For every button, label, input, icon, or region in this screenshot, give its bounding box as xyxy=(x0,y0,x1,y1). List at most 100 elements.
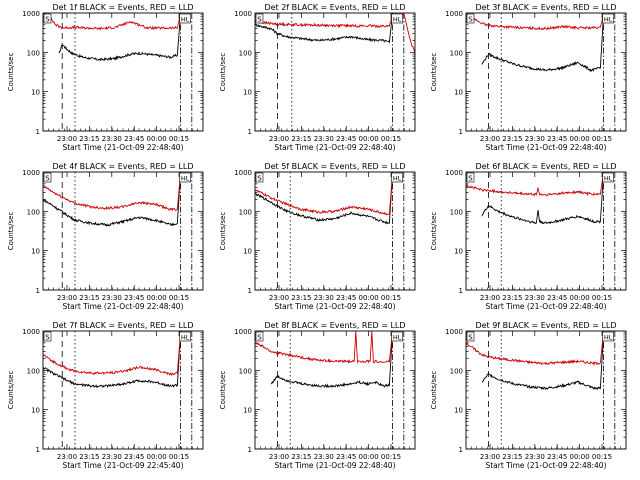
hl-marker: HL xyxy=(393,334,402,342)
x-axis-label: Start Time (21-Oct-09 22:48:40) xyxy=(485,302,606,311)
x-tick-label: 23:15 xyxy=(502,135,522,143)
hl-marker: HL xyxy=(181,175,190,183)
saa-marker-box xyxy=(43,331,52,342)
y-tick-label: 1 xyxy=(459,287,463,295)
y-tick-label: 10 xyxy=(243,407,252,415)
y-axis-label: Counts/sec xyxy=(219,371,227,410)
hl-marker-box xyxy=(391,331,403,342)
x-tick-label: 23:00 xyxy=(269,135,289,143)
y-tick-label: 1000 xyxy=(22,10,40,18)
x-tick-label: 00:00 xyxy=(570,135,590,143)
x-tick-label: 23:30 xyxy=(314,135,334,143)
x-tick-label: 23:45 xyxy=(124,294,144,302)
panel-title: Det 3f BLACK = Events, RED = LLD xyxy=(475,3,616,12)
y-tick-label: 1000 xyxy=(22,328,40,336)
y-tick-label: 1 xyxy=(248,446,252,454)
y-tick-label: 100 xyxy=(27,49,40,57)
x-tick-label: 23:00 xyxy=(57,135,77,143)
saa-marker: S xyxy=(45,175,50,183)
series-events xyxy=(255,172,394,225)
plot-frame xyxy=(465,330,627,450)
series-events xyxy=(481,13,605,73)
plot-frame xyxy=(42,12,204,132)
series-lld xyxy=(466,331,605,367)
series-events xyxy=(43,331,182,389)
x-tick-label: 23:00 xyxy=(57,453,77,461)
x-tick-label: 23:15 xyxy=(502,453,522,461)
series-lld xyxy=(255,172,394,216)
y-tick-label: 1 xyxy=(36,446,40,454)
x-tick-label: 23:15 xyxy=(291,294,311,302)
hl-marker-box xyxy=(179,13,191,24)
x-tick-label: 23:15 xyxy=(79,453,99,461)
series-lld xyxy=(255,331,394,365)
hl-marker: HL xyxy=(393,16,402,24)
x-tick-label: 00:15 xyxy=(169,453,189,461)
x-tick-label: 23:30 xyxy=(314,453,334,461)
y-tick-label: 1 xyxy=(36,287,40,295)
saa-marker: S xyxy=(468,175,473,183)
hl-marker-box xyxy=(391,13,403,24)
hl-marker-box xyxy=(602,331,614,342)
plot-frame xyxy=(254,12,416,132)
y-tick-label: 1000 xyxy=(22,169,40,177)
panel-det-9f: Det 9f BLACK = Events, RED = LLD Counts/s… xyxy=(430,321,627,470)
y-tick-label: 100 xyxy=(450,208,463,216)
saa-marker: S xyxy=(468,334,473,342)
series-events xyxy=(255,13,394,44)
saa-marker-box xyxy=(255,13,264,24)
series-events xyxy=(270,331,394,389)
y-axis-label: Counts/sec xyxy=(7,53,15,92)
saa-marker-box xyxy=(43,172,52,183)
hl-marker: HL xyxy=(604,175,613,183)
x-tick-label: 23:00 xyxy=(269,294,289,302)
panel-det-7f: Det 7f BLACK = Events, RED = LLD Counts/s… xyxy=(7,321,204,470)
hl-marker: HL xyxy=(393,175,402,183)
x-tick-label: 23:30 xyxy=(102,453,122,461)
saa-marker-box xyxy=(466,13,475,24)
x-tick-label: 00:15 xyxy=(381,453,401,461)
hl-marker-box xyxy=(602,13,614,24)
saa-marker: S xyxy=(468,16,473,24)
x-tick-label: 23:30 xyxy=(525,453,545,461)
x-tick-label: 23:45 xyxy=(547,453,567,461)
x-tick-label: 23:45 xyxy=(547,135,567,143)
x-tick-label: 00:00 xyxy=(570,294,590,302)
panel-det-6f: Det 6f BLACK = Events, RED = LLD Counts/s… xyxy=(430,162,627,311)
y-axis-label: Counts/sec xyxy=(7,371,15,410)
x-tick-label: 00:00 xyxy=(359,294,379,302)
y-axis-label: Counts/sec xyxy=(430,212,438,251)
series-lld xyxy=(43,331,182,377)
y-tick-label: 1000 xyxy=(445,169,463,177)
x-tick-label: 23:30 xyxy=(102,294,122,302)
x-tick-label: 00:15 xyxy=(381,294,401,302)
y-tick-label: 1000 xyxy=(445,10,463,18)
x-tick-label: 00:00 xyxy=(147,453,167,461)
x-tick-label: 00:00 xyxy=(147,294,167,302)
panel-det-3f: Det 3f BLACK = Events, RED = LLD Counts/s… xyxy=(430,3,627,152)
plot-frame xyxy=(42,171,204,291)
hl-marker-box xyxy=(179,331,191,342)
x-tick-label: 23:30 xyxy=(525,135,545,143)
plot-frame xyxy=(254,171,416,291)
panel-title: Det 2f BLACK = Events, RED = LLD xyxy=(264,3,405,12)
x-tick-label: 23:00 xyxy=(480,453,500,461)
x-tick-label: 23:15 xyxy=(79,294,99,302)
plot-frame xyxy=(465,12,627,132)
y-tick-label: 1000 xyxy=(445,328,463,336)
y-tick-label: 100 xyxy=(450,49,463,57)
y-axis-label: Counts/sec xyxy=(430,371,438,410)
x-tick-label: 00:15 xyxy=(592,294,612,302)
saa-marker-box xyxy=(43,13,52,24)
y-axis-label: Counts/sec xyxy=(430,53,438,92)
hl-marker-box xyxy=(391,172,403,183)
saa-marker: S xyxy=(257,16,262,24)
saa-marker: S xyxy=(45,334,50,342)
x-axis-label: Start Time (21-Oct-09 22:48:40) xyxy=(485,461,606,470)
x-tick-label: 23:45 xyxy=(547,294,567,302)
plot-frame xyxy=(465,171,627,291)
x-tick-label: 23:45 xyxy=(336,453,356,461)
x-tick-label: 23:30 xyxy=(314,294,334,302)
panel-title: Det 5f BLACK = Events, RED = LLD xyxy=(264,162,405,171)
